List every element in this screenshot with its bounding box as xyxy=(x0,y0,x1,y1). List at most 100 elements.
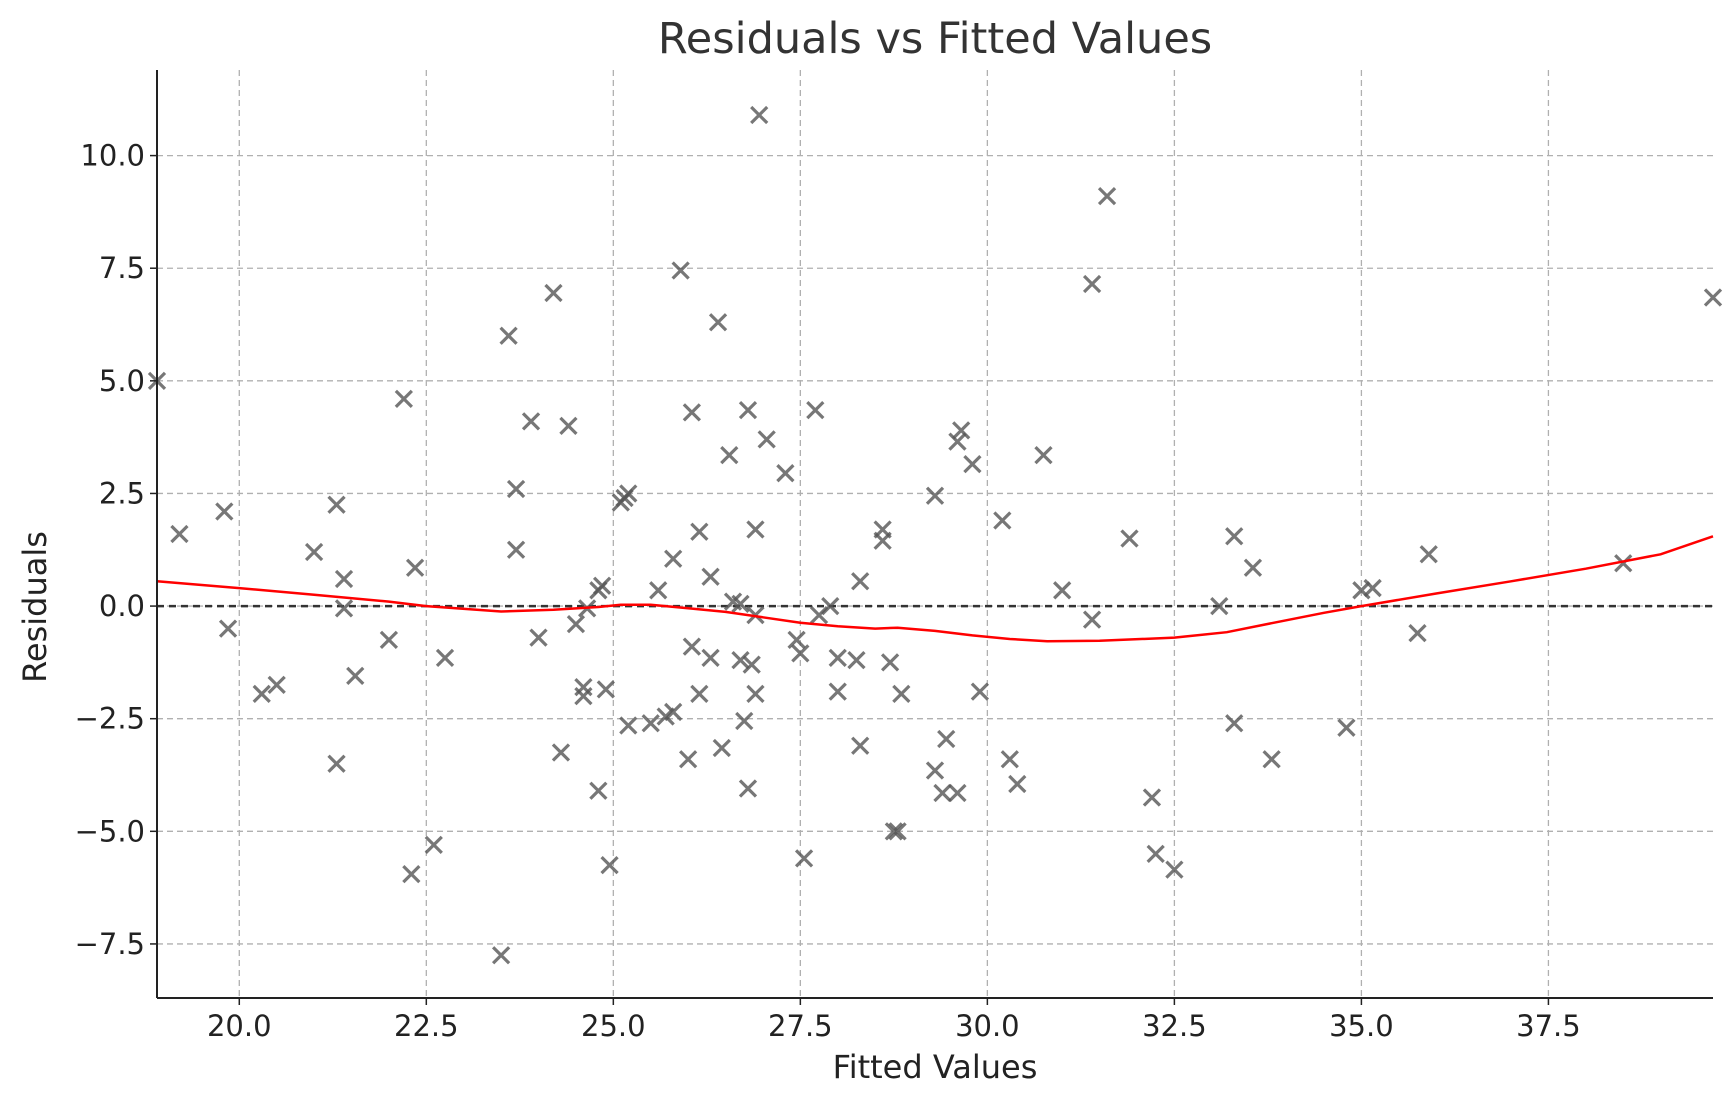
data-point xyxy=(600,855,619,875)
data-point xyxy=(589,781,608,800)
data-point xyxy=(701,567,720,586)
data-point xyxy=(682,637,702,656)
y-tick-label: −7.5 xyxy=(75,927,145,961)
data-point xyxy=(970,682,990,701)
x-tick-label: 27.5 xyxy=(768,1009,833,1043)
data-point xyxy=(738,400,758,420)
data-point xyxy=(720,446,739,465)
data-point xyxy=(757,430,776,449)
y-tick-label: 0.0 xyxy=(99,589,145,623)
residual-points xyxy=(147,105,1723,965)
data-point xyxy=(791,644,810,663)
data-point xyxy=(664,549,683,568)
data-point xyxy=(379,630,399,649)
data-point xyxy=(664,702,683,722)
data-point xyxy=(1000,750,1019,769)
data-point xyxy=(690,522,709,541)
data-point xyxy=(402,864,421,884)
data-point xyxy=(394,389,413,408)
data-point xyxy=(682,403,702,422)
data-point xyxy=(1225,527,1244,546)
x-tick-label: 20.0 xyxy=(207,1009,272,1043)
data-point xyxy=(847,651,866,670)
data-point xyxy=(851,736,870,755)
data-point xyxy=(731,594,750,613)
data-point xyxy=(596,680,615,699)
data-point xyxy=(327,754,346,773)
data-point xyxy=(851,572,870,591)
data-point xyxy=(559,416,578,436)
data-point xyxy=(499,326,518,345)
x-axis-label: Fitted Values xyxy=(833,1048,1038,1086)
data-point xyxy=(267,675,286,695)
data-point xyxy=(1082,274,1102,294)
data-point xyxy=(750,105,769,125)
data-point xyxy=(873,531,892,550)
data-point xyxy=(334,599,354,618)
y-tick-label: −2.5 xyxy=(75,702,145,736)
data-point xyxy=(963,455,982,474)
data-point xyxy=(828,682,847,701)
x-tick-label: 37.5 xyxy=(1516,1009,1581,1043)
y-tick-label: 2.5 xyxy=(99,476,145,510)
data-point xyxy=(506,479,526,499)
y-tick-label: 10.0 xyxy=(80,139,145,173)
data-point xyxy=(888,822,907,841)
data-point xyxy=(1034,446,1053,465)
data-point xyxy=(1337,718,1356,737)
data-point xyxy=(712,738,731,758)
data-point xyxy=(566,614,586,634)
x-tick-label: 35.0 xyxy=(1329,1009,1394,1043)
data-point xyxy=(252,684,271,704)
data-point xyxy=(828,648,847,668)
x-tick-label: 30.0 xyxy=(955,1009,1020,1043)
data-point xyxy=(641,714,660,733)
data-point xyxy=(1225,714,1244,733)
data-point xyxy=(735,711,754,731)
y-tick-label: 5.0 xyxy=(99,364,145,398)
data-point xyxy=(738,779,758,798)
data-point xyxy=(993,511,1012,530)
x-axis-ticks: 20.0 22.5 25.0 27.5 30.0 32.5 35.0 37.5 xyxy=(207,998,1581,1043)
data-point xyxy=(435,648,455,668)
chart-title: Residuals vs Fitted Values xyxy=(658,14,1212,64)
data-point xyxy=(1419,545,1438,564)
data-point xyxy=(491,946,511,965)
data-point xyxy=(424,835,443,854)
data-point xyxy=(592,576,612,595)
data-point xyxy=(649,581,668,600)
y-tick-label: −5.0 xyxy=(75,814,145,848)
data-point xyxy=(1120,529,1139,548)
x-tick-label: 25.0 xyxy=(581,1009,646,1043)
data-point xyxy=(884,822,903,841)
data-point xyxy=(521,412,541,431)
data-point xyxy=(1363,578,1382,598)
data-point xyxy=(746,520,765,539)
grid-lines xyxy=(157,70,1713,998)
data-point xyxy=(701,648,720,668)
data-point xyxy=(746,684,765,704)
y-axis-label: Residuals xyxy=(16,531,54,683)
data-point xyxy=(334,569,354,589)
data-point xyxy=(1146,844,1165,863)
x-tick-label: 22.5 xyxy=(394,1009,459,1043)
data-point xyxy=(218,619,238,638)
data-point xyxy=(1243,558,1263,577)
data-point xyxy=(1097,187,1117,206)
data-point xyxy=(170,524,189,544)
data-point xyxy=(1408,623,1427,643)
data-point xyxy=(327,495,346,514)
data-point xyxy=(892,684,911,704)
data-point xyxy=(933,783,952,803)
data-point xyxy=(731,651,750,670)
data-point xyxy=(937,729,956,749)
data-point xyxy=(821,596,840,616)
data-point xyxy=(806,400,825,420)
data-point xyxy=(506,540,526,559)
data-point xyxy=(742,655,761,674)
data-point xyxy=(346,666,365,686)
data-point xyxy=(544,283,563,303)
data-point xyxy=(952,421,971,440)
data-point xyxy=(529,628,548,647)
